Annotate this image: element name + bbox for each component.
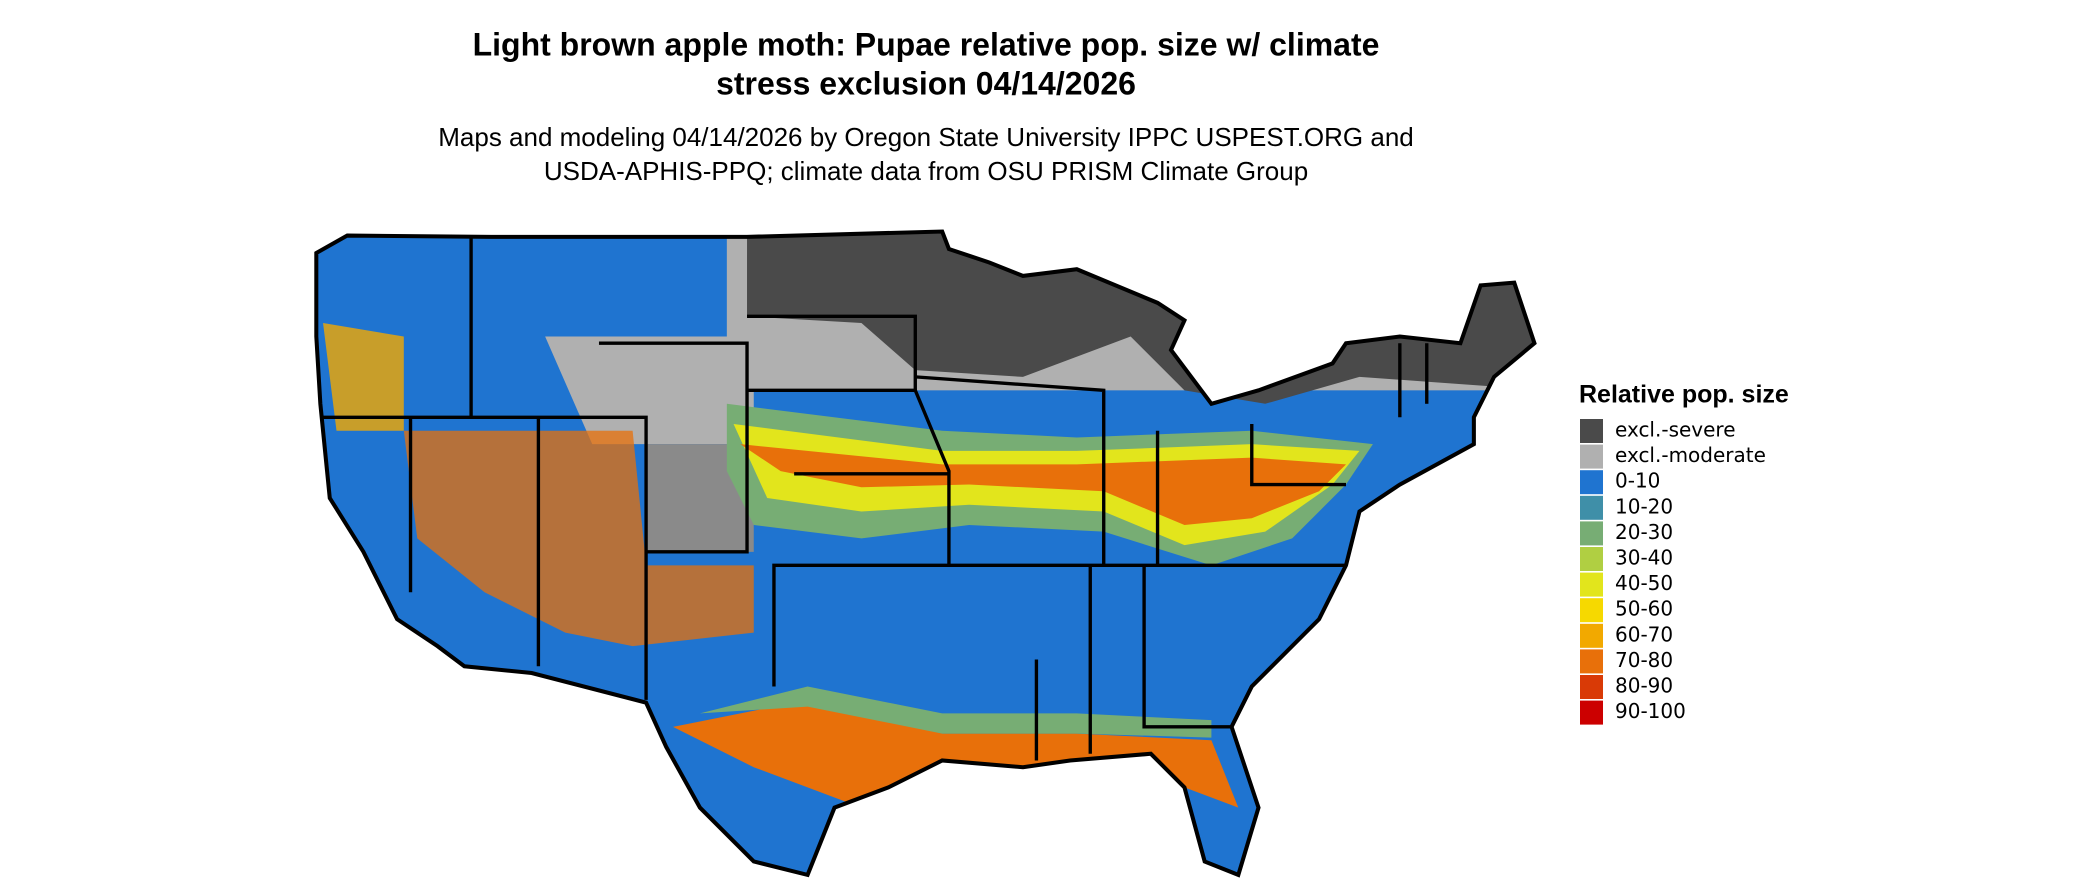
legend-label: 20-30 (1615, 520, 1673, 544)
us-map (296, 215, 1561, 892)
legend-swatch (1580, 675, 1603, 699)
legend-label: 0-10 (1615, 469, 1660, 493)
legend-swatch (1580, 700, 1603, 725)
legend-swatch (1580, 547, 1603, 571)
legend: Relative pop. size excl.-severeexcl.-mod… (1579, 381, 1789, 725)
legend-label: 80-90 (1615, 674, 1673, 698)
subtitle-line: USDA-APHIS-PPQ; climate data from OSU PR… (544, 156, 1308, 186)
legend-label: 10-20 (1615, 494, 1673, 518)
title-line: Light brown apple moth: Pupae relative p… (473, 26, 1380, 62)
legend-label: 50-60 (1615, 597, 1673, 621)
legend-swatch (1580, 598, 1603, 623)
legend-label: 90-100 (1615, 699, 1686, 723)
subtitle-line: Maps and modeling 04/14/2026 by Oregon S… (438, 122, 1414, 152)
title-line: stress exclusion 04/14/2026 (716, 65, 1136, 101)
legend-title: Relative pop. size (1579, 381, 1789, 409)
legend-label: 40-50 (1615, 571, 1673, 595)
legend-swatch (1580, 649, 1603, 674)
legend-label: 60-70 (1615, 622, 1673, 646)
legend-label: excl.-moderate (1615, 443, 1766, 467)
legend-swatch (1580, 623, 1603, 648)
legend-label: 30-40 (1615, 546, 1673, 570)
legend-swatch (1580, 495, 1603, 520)
legend-label: excl.-severe (1615, 418, 1736, 442)
legend-swatch (1580, 572, 1603, 597)
legend-swatch (1580, 419, 1603, 443)
legend-swatch (1580, 444, 1603, 469)
legend-label: 70-80 (1615, 648, 1673, 672)
legend-swatch (1580, 470, 1603, 495)
legend-swatch (1580, 521, 1603, 546)
